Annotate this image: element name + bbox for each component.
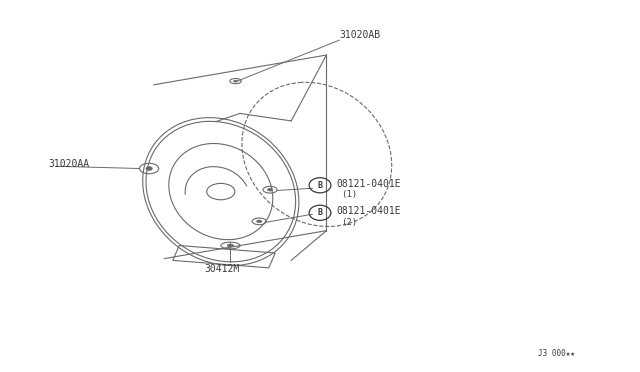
- Text: B: B: [317, 181, 323, 190]
- Text: B: B: [317, 208, 323, 217]
- Text: 30412M: 30412M: [205, 264, 240, 274]
- Ellipse shape: [146, 167, 152, 170]
- Text: 31020AB: 31020AB: [339, 31, 380, 40]
- Text: (1): (1): [341, 190, 357, 199]
- Text: 08121-0401E: 08121-0401E: [336, 206, 401, 216]
- Ellipse shape: [227, 244, 234, 247]
- Text: (2): (2): [341, 218, 357, 227]
- Text: 31020AA: 31020AA: [48, 160, 89, 169]
- Text: J3 000★★: J3 000★★: [538, 349, 575, 358]
- Text: 08121-0401E: 08121-0401E: [336, 179, 401, 189]
- Ellipse shape: [234, 80, 237, 82]
- Ellipse shape: [268, 189, 273, 191]
- Ellipse shape: [257, 220, 262, 222]
